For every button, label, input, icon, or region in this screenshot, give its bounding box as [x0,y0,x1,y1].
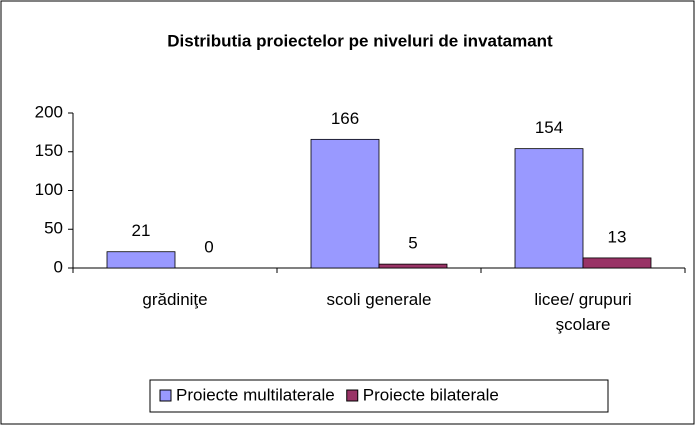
data-label: 5 [408,234,417,253]
data-label: 166 [331,109,359,128]
y-tick-label: 50 [44,219,63,238]
y-tick-label: 200 [35,102,63,121]
x-tick-label: scoli generale [326,290,432,309]
data-label: 154 [535,118,563,137]
chart-title: Distributia proiectelor pe niveluri de i… [167,31,553,50]
y-tick-label: 0 [54,257,63,276]
legend-box [149,379,609,413]
data-label: 0 [204,237,213,256]
x-tick-label: grădiniţe [142,290,208,309]
y-tick-label: 100 [35,180,63,199]
bar [378,263,448,269]
legend-label: Proiecte bilaterale [363,385,499,404]
legend-swatch [346,389,359,402]
bar [514,148,584,269]
legend-swatch [159,389,172,402]
y-tick-label: 150 [35,141,63,160]
data-label: 21 [132,221,151,240]
bar [106,251,176,269]
x-tick-label: licee/ grupuri şcolare [534,290,632,334]
legend-label: Proiecte multilaterale [176,385,335,404]
bar [582,257,652,269]
data-label: 13 [608,227,627,246]
bar [310,138,380,269]
